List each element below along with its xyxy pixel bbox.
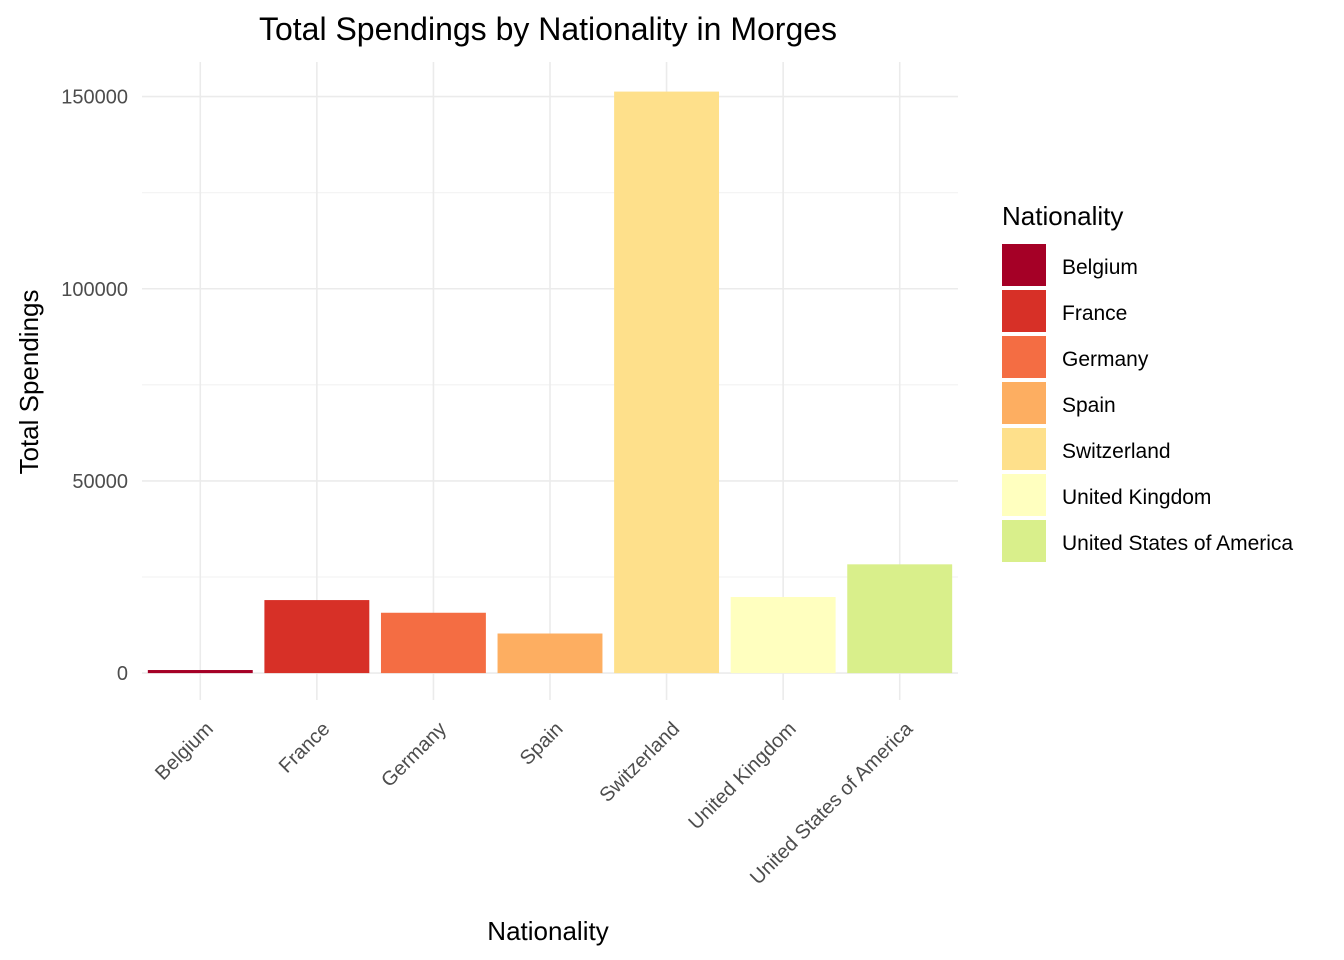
bar-switzerland xyxy=(614,91,720,674)
y-axis-title: Total Spendings xyxy=(14,289,44,474)
x-axis-title: Nationality xyxy=(487,916,608,946)
bar-belgium xyxy=(147,670,253,674)
legend-key xyxy=(1002,382,1046,424)
bar-united-kingdom xyxy=(730,596,836,674)
x-tick-label: Germany xyxy=(377,718,451,792)
legend-key xyxy=(1002,290,1046,332)
legend-label: Belgium xyxy=(1062,256,1138,279)
x-tick-label: France xyxy=(275,718,335,778)
legend-key xyxy=(1002,244,1046,286)
x-tick-label: Belgium xyxy=(151,718,218,785)
bar-germany xyxy=(380,612,486,674)
legend-key xyxy=(1002,428,1046,470)
legend-key xyxy=(1002,474,1046,516)
bar-france xyxy=(264,600,370,674)
bar-united-states-of-america xyxy=(847,564,953,674)
y-tick-label: 150000 xyxy=(61,87,128,109)
bar-spain xyxy=(497,633,603,674)
y-tick-label: 0 xyxy=(117,663,128,685)
legend-key xyxy=(1002,336,1046,378)
y-tick-label: 100000 xyxy=(61,279,128,301)
legend-label: United States of America xyxy=(1062,532,1293,555)
legend-title: Nationality xyxy=(1002,201,1123,231)
legend: Nationality Belgium France Germany Spain Swi… xyxy=(1002,201,1293,562)
legend-key xyxy=(1002,520,1046,562)
legend-label: United Kingdom xyxy=(1062,486,1211,509)
legend-label: Germany xyxy=(1062,348,1149,371)
x-tick-label: United Kingdom xyxy=(684,718,800,834)
chart-title: Total Spendings by Nationality in Morges xyxy=(259,11,837,47)
legend-label: Switzerland xyxy=(1062,440,1171,463)
legend-label: Spain xyxy=(1062,394,1116,417)
plot-area: 0 50000 100000 150000 Belgium France Germany Sp… xyxy=(61,62,958,889)
y-tick-label: 50000 xyxy=(72,471,128,493)
legend-label: France xyxy=(1062,302,1127,325)
x-tick-label: Switzerland xyxy=(595,718,684,807)
x-tick-label: Spain xyxy=(516,718,568,770)
